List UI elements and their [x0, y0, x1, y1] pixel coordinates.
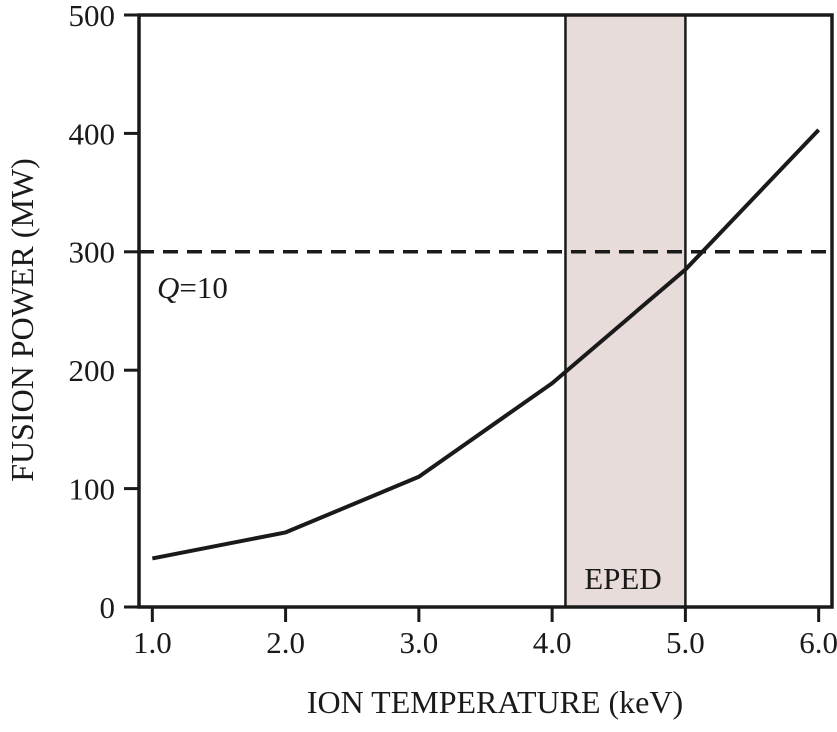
y-tick-label: 200 — [69, 353, 116, 388]
y-tick-label: 500 — [69, 0, 116, 33]
y-tick-label: 0 — [100, 590, 116, 625]
x-tick-label: 1.0 — [133, 625, 172, 660]
x-tick-label: 4.0 — [533, 625, 572, 660]
x-tick-label: 2.0 — [266, 625, 305, 660]
q10-label-rest: =10 — [179, 270, 227, 305]
fusion-power-curve — [152, 130, 818, 559]
eped-label: EPED — [584, 561, 662, 596]
x-tick-label: 5.0 — [666, 625, 705, 660]
fusion-power-curve — [152, 130, 818, 559]
y-tick-label: 300 — [69, 235, 116, 270]
eped-band-fill — [565, 15, 685, 607]
axes: 0 100 200 300 400 500 1.0 2.0 3.0 4.0 5.0 6.0 — [69, 0, 837, 660]
x-axis-title: ION TEMPERATURE (keV) — [307, 684, 683, 720]
y-tick-label: 400 — [69, 116, 116, 151]
x-tick-label: 3.0 — [399, 625, 438, 660]
y-tick-label: 100 — [69, 471, 116, 506]
x-tick-label: 6.0 — [799, 625, 837, 660]
eped-band — [565, 15, 685, 607]
q10-label-italic: Q — [157, 270, 179, 305]
y-axis-title: FUSION POWER (MW) — [4, 158, 40, 482]
q10-label: Q=10 — [157, 270, 228, 305]
plot-frame — [139, 15, 832, 607]
